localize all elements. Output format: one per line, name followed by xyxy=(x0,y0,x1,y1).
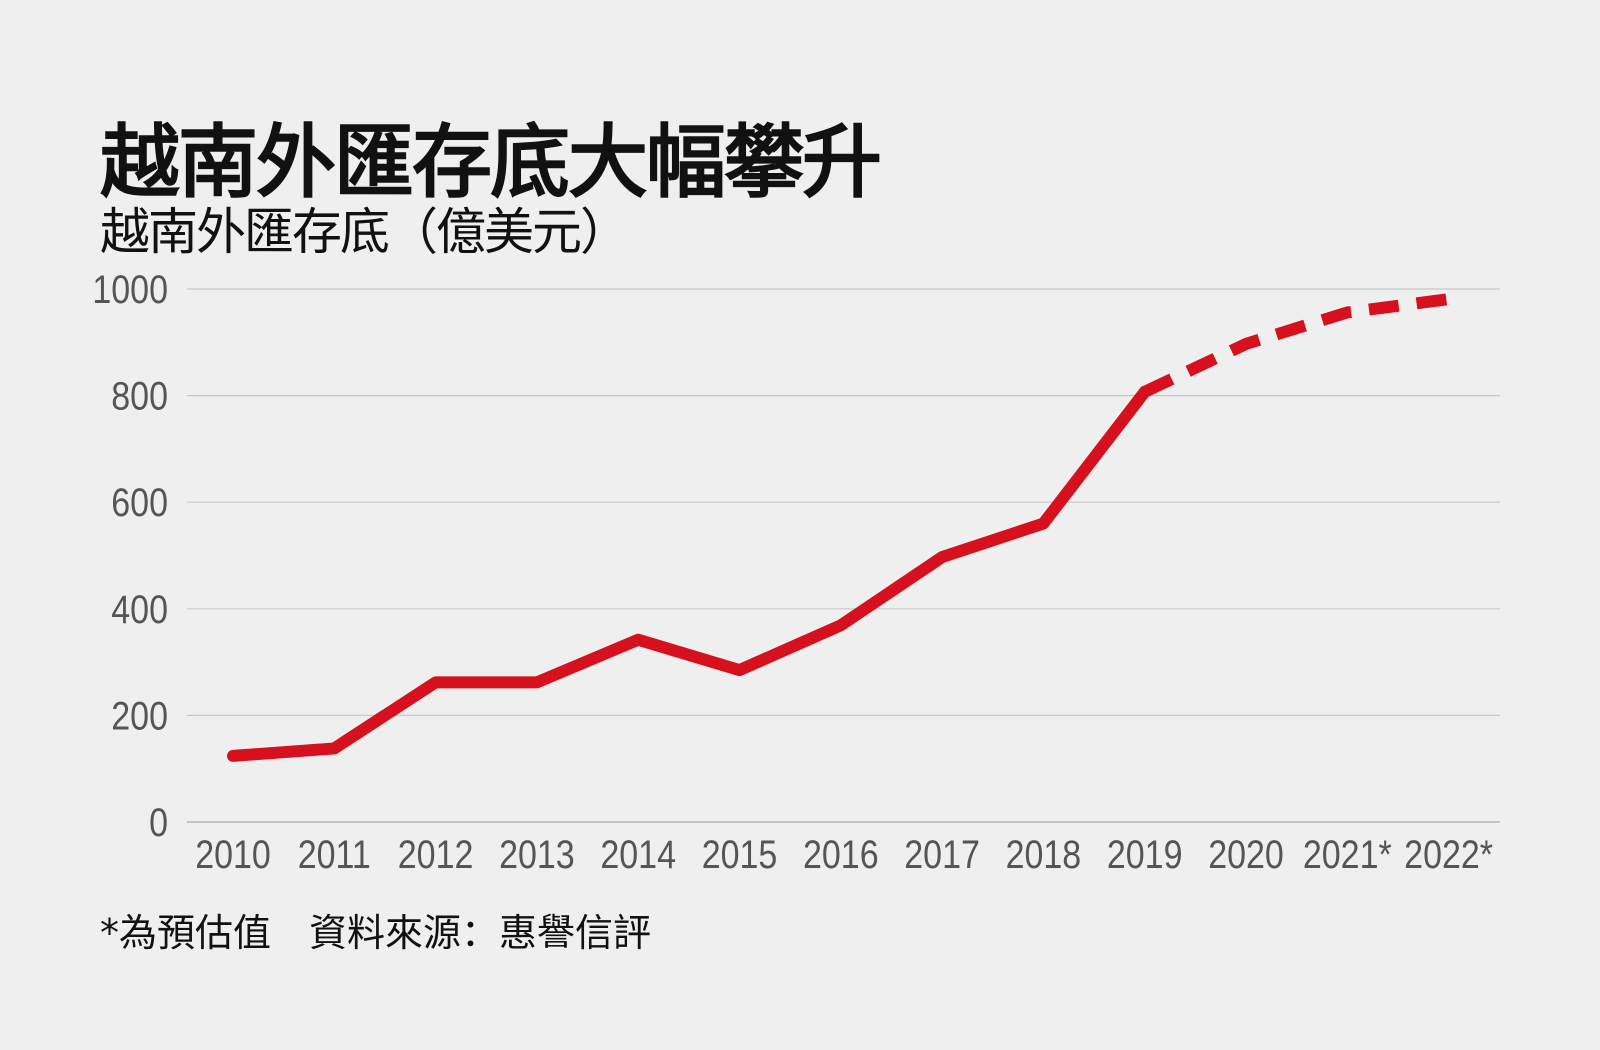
y-tick-label: 400 xyxy=(111,586,168,631)
x-tick-label: 2021* xyxy=(1303,831,1392,876)
y-tick-label: 600 xyxy=(111,480,168,525)
x-tick-label: 2018 xyxy=(1006,831,1082,876)
x-tick-label: 2012 xyxy=(398,831,474,876)
x-tick-label: 2022* xyxy=(1404,831,1493,876)
series-line-actual xyxy=(227,385,1151,762)
y-tick-label: 0 xyxy=(149,799,168,844)
x-tick-label: 2016 xyxy=(803,831,879,876)
x-tick-label: 2015 xyxy=(702,831,778,876)
x-tick-label: 2011 xyxy=(298,831,371,876)
x-tick-label: 2019 xyxy=(1107,831,1183,876)
x-tick-label: 2020 xyxy=(1208,831,1284,876)
source-note: *為預估值 資料來源：惠譽信評 xyxy=(100,911,652,955)
y-tick-label: 1000 xyxy=(92,266,168,311)
x-tick-label: 2013 xyxy=(499,831,575,876)
x-tick-label: 2010 xyxy=(195,831,271,876)
y-tick-label: 200 xyxy=(111,693,168,738)
series-line-forecast xyxy=(1142,293,1450,398)
x-tick-label: 2017 xyxy=(904,831,980,876)
y-tick-label: 800 xyxy=(111,373,168,418)
x-tick-label: 2014 xyxy=(600,831,676,876)
chart-title: 越南外匯存底大幅攀升 xyxy=(100,116,882,209)
chart-subtitle: 越南外匯存底（億美元） xyxy=(100,203,630,261)
